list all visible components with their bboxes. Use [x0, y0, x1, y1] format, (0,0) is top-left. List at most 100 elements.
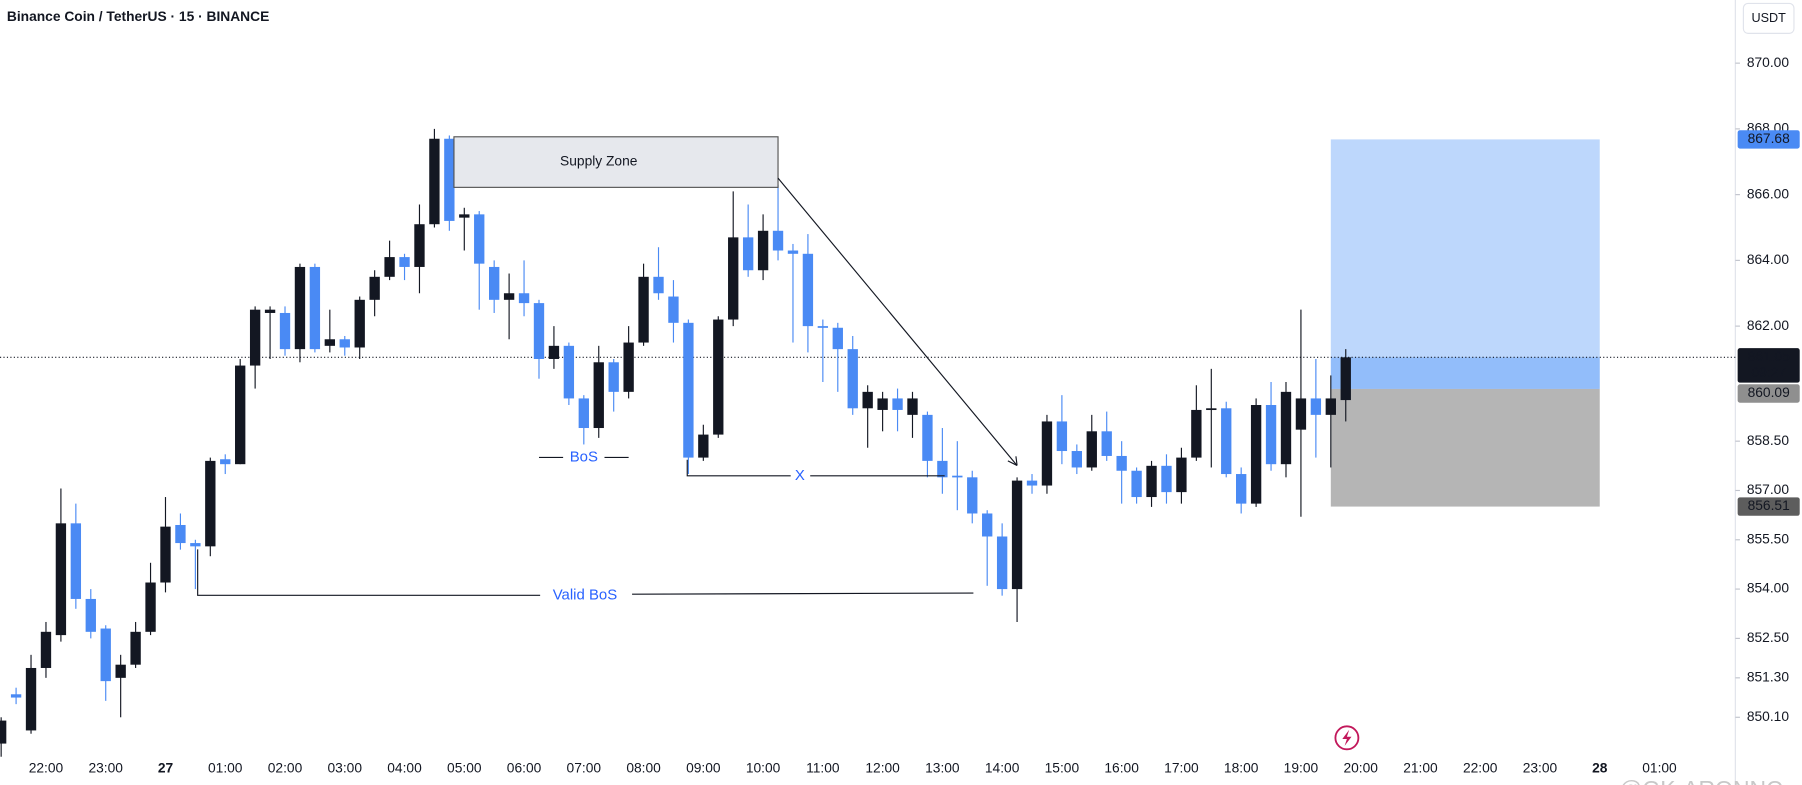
x-tick-label: 21:00 [1403, 761, 1438, 776]
candle-body [1041, 421, 1053, 486]
candle-body [623, 342, 634, 392]
x-tick-label: 02:00 [268, 761, 303, 776]
x-tick-label: 23:00 [88, 761, 123, 776]
candle-body [1056, 421, 1068, 452]
candle-body [713, 319, 724, 435]
candle-body [459, 214, 470, 218]
x-tick-label: 01:00 [1642, 761, 1677, 776]
candle-body [1086, 431, 1097, 468]
y-tick-label: 852.50 [1747, 630, 1789, 645]
countdown-label: 09:27 [1751, 365, 1786, 380]
candle-body [279, 312, 291, 350]
candle-body [996, 536, 1008, 590]
candle-body [354, 299, 365, 348]
candle-body [399, 257, 410, 267]
y-tick-label: 864.00 [1747, 252, 1789, 267]
candle-body [698, 434, 709, 458]
candle-body [190, 543, 201, 547]
target-zone [1330, 139, 1600, 389]
candle-body [145, 582, 156, 632]
candle-body [1265, 405, 1277, 465]
candle-body [907, 398, 918, 415]
candle-body [1026, 480, 1038, 486]
currency-button[interactable] [1742, 2, 1795, 34]
candle-body [175, 524, 186, 544]
candle-body [742, 237, 754, 271]
candle-body [683, 322, 694, 458]
candle-body [892, 398, 903, 410]
x-tick-label: 07:00 [567, 761, 602, 776]
entry-price-label-box [1737, 384, 1800, 403]
candles [0, 128, 1351, 757]
bos-label: BoS [570, 448, 598, 465]
x-tick-label: 19:00 [1284, 761, 1319, 776]
candle-body [1206, 408, 1217, 411]
x-tick-label: 22:00 [1463, 761, 1498, 776]
candle-body [1310, 398, 1322, 415]
y-tick-label: 858.50 [1747, 433, 1789, 448]
filled-zone [1330, 357, 1600, 389]
x-tick-label: 23:00 [1523, 761, 1558, 776]
y-tick-label: 857.00 [1747, 482, 1789, 497]
candle-body [608, 362, 619, 392]
candle-body [85, 598, 96, 632]
candle-body [339, 339, 350, 348]
candle-body [100, 628, 111, 682]
x-tick-label: 09:00 [686, 761, 721, 776]
candle-body [25, 667, 37, 731]
candle-body [1176, 457, 1187, 493]
candle-body [429, 138, 440, 225]
candle-body [787, 250, 799, 254]
entry-price-label: 860.09 [1748, 385, 1790, 400]
y-tick-label: 851.30 [1747, 669, 1789, 684]
y-tick-label: 862.00 [1747, 318, 1789, 333]
y-tick-label: 870.00 [1747, 55, 1789, 70]
candle-body [578, 398, 589, 429]
candle-body [728, 237, 739, 320]
candle-body [982, 513, 993, 537]
candle-body [862, 391, 873, 409]
arrow-line [777, 177, 1018, 466]
candle-body [1131, 470, 1142, 498]
x-line [686, 459, 945, 477]
candle-body [369, 276, 380, 300]
candle-body [847, 349, 858, 409]
stop-price-label: 856.51 [1748, 498, 1790, 513]
x-tick-label: 20:00 [1343, 761, 1378, 776]
candle-body [1161, 465, 1172, 493]
candle-body [294, 266, 306, 350]
last-price-label: 861.05 [1748, 349, 1790, 364]
x-tick-label: 01:00 [208, 761, 243, 776]
currency-label: USDT [1751, 11, 1786, 25]
candle-body [324, 339, 336, 346]
candle-body [1116, 455, 1127, 471]
candle-body [309, 266, 321, 350]
candle-body [40, 631, 52, 668]
valid-bos-line [197, 549, 974, 596]
candle-body [1191, 409, 1202, 458]
y-tick-label: 855.50 [1747, 531, 1789, 546]
candle-body [802, 253, 814, 327]
candle-body [249, 309, 261, 366]
candle-body [1221, 408, 1232, 475]
supply-zone-box [453, 136, 779, 188]
y-tick-label: 850.10 [1747, 709, 1789, 724]
candle-body [1250, 405, 1262, 504]
x-tick-label: 10:00 [746, 761, 781, 776]
candle-body [638, 276, 649, 343]
lightning-icon[interactable] [1334, 725, 1360, 751]
candle-body [488, 266, 500, 300]
x-tick-label: 14:00 [985, 761, 1020, 776]
candle-body [414, 224, 425, 267]
x-tick-label: 13:00 [925, 761, 960, 776]
x-tick-label: 22:00 [29, 761, 64, 776]
candle-body [952, 475, 963, 478]
x-tick-label: 12:00 [865, 761, 900, 776]
candle-body [474, 214, 485, 264]
candle-body [1280, 391, 1292, 465]
target-price-label-box [1737, 130, 1800, 149]
candle-body [70, 523, 82, 599]
x-tick-label: 28 [1592, 761, 1608, 776]
candle-body [593, 362, 604, 429]
x-tick-label: 08:00 [626, 761, 661, 776]
